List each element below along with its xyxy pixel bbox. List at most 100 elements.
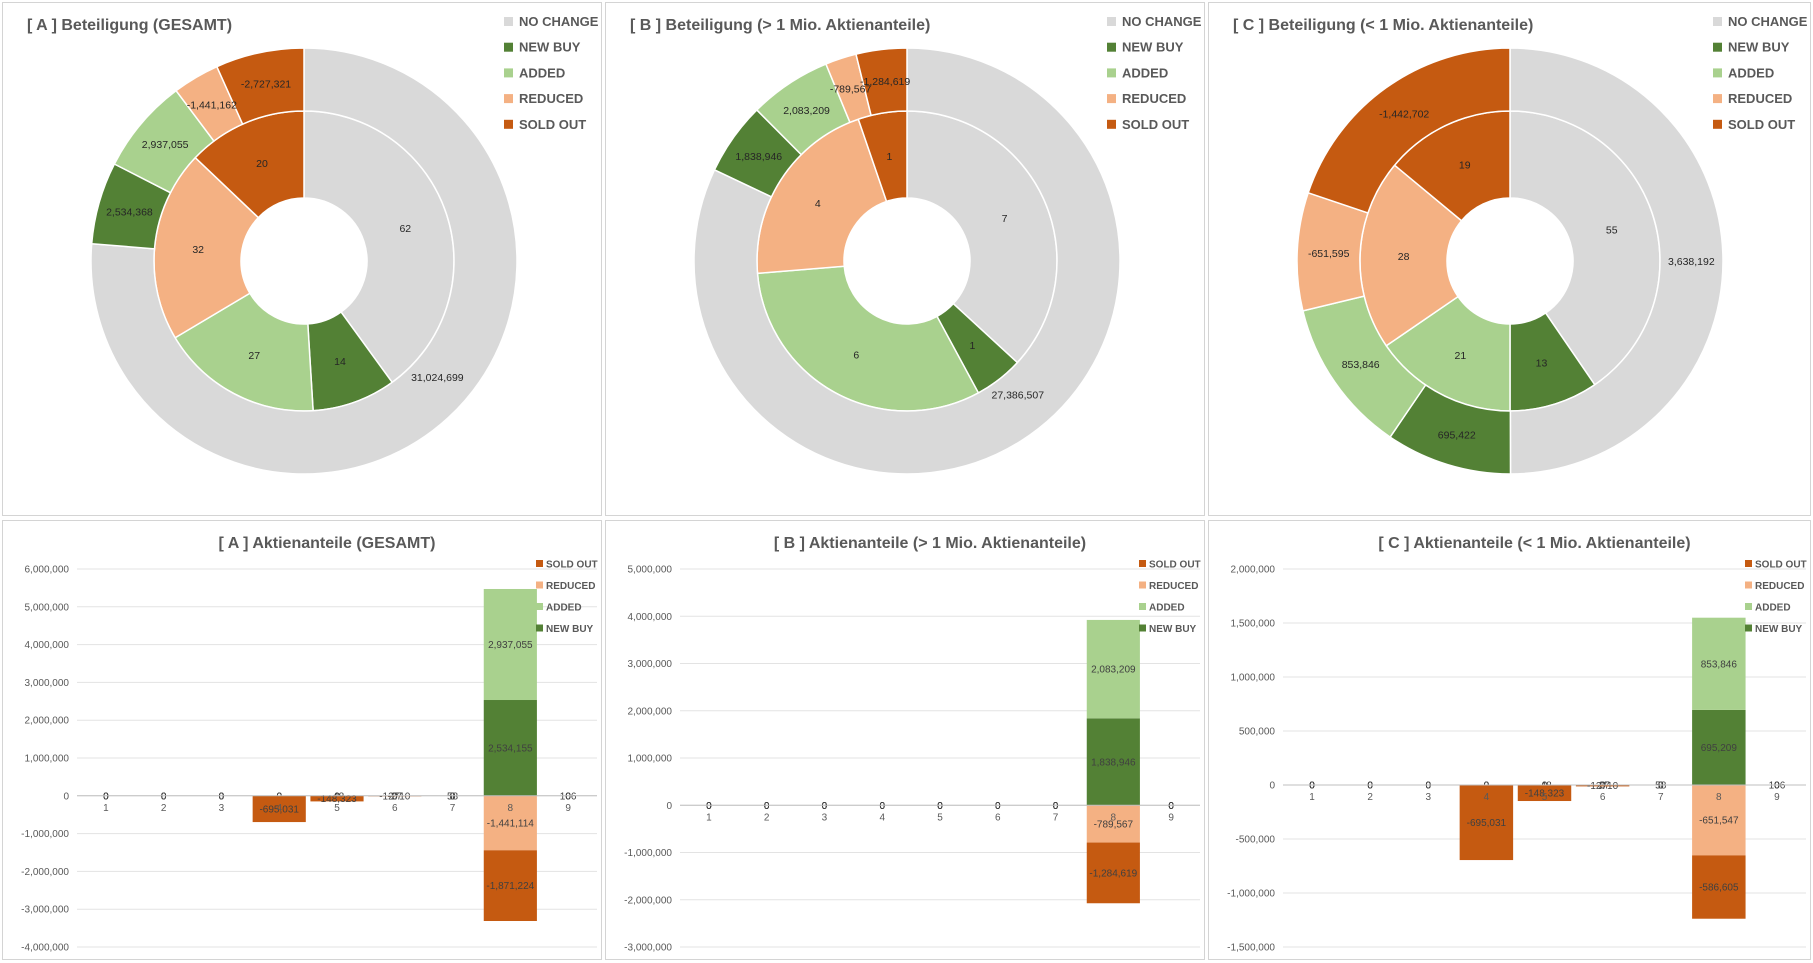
legend-swatch-new-buy bbox=[1713, 42, 1722, 52]
legend-label-new-buy: NEW BUY bbox=[1755, 624, 1803, 635]
x-tick-label: 8 bbox=[1716, 792, 1722, 803]
data-label-sold-out-6: 0 bbox=[995, 801, 1001, 812]
legend-label-sold-out: SOLD OUT bbox=[1149, 560, 1201, 571]
y-tick-label: -1,000,000 bbox=[21, 829, 69, 840]
data-label-sold-out-2: 0 bbox=[764, 801, 770, 812]
x-tick-label: 9 bbox=[1168, 812, 1174, 823]
legend-label-sold-out: SOLD OUT bbox=[1122, 117, 1189, 132]
y-tick-label: 2,000,000 bbox=[25, 716, 70, 727]
data-label-new-buy-3: 0 bbox=[219, 791, 225, 802]
x-tick-label: 2 bbox=[764, 812, 770, 823]
bar-chart-b: [ B ] Aktienanteile (> 1 Mio. Aktienante… bbox=[605, 520, 1205, 960]
inner-ring-label-sold-out: 19 bbox=[1459, 160, 1471, 172]
inner-ring-label-no-change: 55 bbox=[1606, 224, 1618, 236]
data-label-new-buy-2: 0 bbox=[1367, 781, 1373, 792]
data-label-sold-out-2: 0 bbox=[1367, 781, 1373, 792]
data-label-reduced-6: 0 bbox=[995, 801, 1001, 812]
data-label-added-2: 0 bbox=[764, 801, 770, 812]
data-label-new-buy-3: 0 bbox=[822, 801, 828, 812]
x-tick-label: 2 bbox=[161, 803, 167, 814]
bar-chart-c: [ C ] Aktienanteile (< 1 Mio. Aktienante… bbox=[1208, 520, 1811, 960]
x-tick-label: 9 bbox=[1774, 792, 1780, 803]
data-label-new-buy-9: 0 bbox=[1168, 801, 1174, 812]
legend-label-sold-out: SOLD OUT bbox=[1755, 560, 1807, 571]
y-tick-label: 3,000,000 bbox=[628, 659, 673, 670]
data-label-reduced-1: 0 bbox=[1309, 781, 1315, 792]
legend-swatch-sold-out bbox=[1745, 560, 1752, 567]
legend-swatch-new-buy bbox=[1745, 624, 1752, 632]
bar-added-8 bbox=[1086, 619, 1140, 719]
data-label-new-buy-1: 0 bbox=[706, 801, 712, 812]
data-label-new-buy-8: 2,534,155 bbox=[488, 743, 533, 754]
y-tick-label: -500,000 bbox=[1236, 835, 1276, 846]
inner-ring-label-new-buy: 1 bbox=[969, 340, 975, 352]
y-tick-label: 1,000,000 bbox=[628, 754, 673, 765]
y-tick-label: 4,000,000 bbox=[25, 640, 70, 651]
bar-sold-out-4 bbox=[1459, 785, 1514, 861]
data-label-sold-out-8: -586,605 bbox=[1699, 883, 1739, 894]
data-label-new-buy-2: 0 bbox=[764, 801, 770, 812]
bar-reduced-8 bbox=[1086, 805, 1140, 843]
legend-swatch-added bbox=[536, 603, 543, 610]
data-label-added-9: 0 bbox=[1774, 780, 1780, 791]
data-label-new-buy-8: 1,838,946 bbox=[1091, 757, 1136, 768]
legend-label-sold-out: SOLD OUT bbox=[1728, 117, 1795, 132]
legend-swatch-reduced bbox=[1139, 581, 1146, 589]
data-label-reduced-5: 0 bbox=[937, 801, 943, 812]
data-label-reduced-2: 0 bbox=[161, 791, 167, 802]
y-tick-label: 1,500,000 bbox=[1231, 619, 1276, 630]
data-label-sold-out-1: 0 bbox=[1309, 781, 1315, 792]
legend-label-new-buy: NEW BUY bbox=[546, 624, 594, 635]
data-label-sold-out-8: -1,871,224 bbox=[486, 881, 534, 892]
legend-label-added: ADDED bbox=[1755, 603, 1791, 614]
outer-ring-label-reduced: -789,567 bbox=[830, 83, 872, 95]
bar-sold-out-8 bbox=[1692, 855, 1746, 919]
y-tick-label: 4,000,000 bbox=[628, 612, 673, 623]
outer-ring-label-new-buy: 695,422 bbox=[1438, 430, 1476, 442]
outer-ring-label-sold-out: -1,442,702 bbox=[1379, 109, 1429, 121]
data-label-new-buy-8: 695,209 bbox=[1701, 743, 1738, 754]
y-tick-label: 3,000,000 bbox=[25, 678, 70, 689]
legend-swatch-new-buy bbox=[1139, 624, 1146, 632]
data-label-reduced-4: 0 bbox=[879, 801, 885, 812]
x-tick-label: 5 bbox=[1542, 792, 1548, 803]
x-tick-label: 4 bbox=[276, 803, 282, 814]
outer-ring-slice-sold-out bbox=[1307, 47, 1511, 214]
x-tick-label: 2 bbox=[1367, 792, 1373, 803]
y-tick-label: -1,000,000 bbox=[624, 848, 672, 859]
data-label-added-3: 0 bbox=[1425, 781, 1431, 792]
legend-swatch-reduced bbox=[536, 581, 543, 589]
y-tick-label: 500,000 bbox=[1239, 727, 1276, 738]
data-label-reduced-1: 0 bbox=[103, 791, 109, 802]
legend-swatch-reduced bbox=[1713, 94, 1722, 104]
chart-title: [ A ] Aktienanteile (GESAMT) bbox=[219, 535, 436, 552]
outer-ring-slice-sold-out bbox=[855, 47, 908, 117]
y-tick-label: -3,000,000 bbox=[21, 905, 69, 916]
x-tick-label: 4 bbox=[1484, 792, 1490, 803]
y-tick-label: -4,000,000 bbox=[21, 943, 69, 954]
bar-new-buy-8 bbox=[1086, 718, 1140, 806]
data-label-new-buy-9: 106 bbox=[1769, 780, 1786, 791]
legend-swatch-sold-out bbox=[1713, 119, 1722, 129]
legend-swatch-added bbox=[1745, 603, 1752, 610]
legend-swatch-no-change bbox=[1107, 17, 1116, 26]
bar-sold-out-4 bbox=[252, 795, 306, 823]
data-label-added-7: 0 bbox=[1053, 801, 1059, 812]
data-label-new-buy-7: 0 bbox=[1053, 801, 1059, 812]
legend-label-new-buy: NEW BUY bbox=[1122, 40, 1184, 55]
y-tick-label: -3,000,000 bbox=[624, 943, 672, 954]
data-label-sold-out-9: 0 bbox=[1168, 801, 1174, 812]
x-tick-label: 9 bbox=[565, 803, 571, 814]
legend-label-reduced: REDUCED bbox=[1755, 581, 1804, 592]
data-label-new-buy-6: 0 bbox=[995, 801, 1001, 812]
outer-ring-slice-no-change bbox=[90, 47, 518, 475]
x-tick-label: 1 bbox=[706, 812, 712, 823]
legend-label-added: ADDED bbox=[1149, 603, 1185, 614]
bar-sold-out-8 bbox=[1086, 842, 1140, 904]
data-label-new-buy-2: 0 bbox=[161, 791, 167, 802]
legend-swatch-no-change bbox=[1713, 17, 1722, 26]
x-tick-label: 5 bbox=[937, 812, 943, 823]
legend-label-sold-out: SOLD OUT bbox=[546, 560, 598, 571]
legend-swatch-reduced bbox=[504, 94, 513, 104]
bar-sold-out-8 bbox=[483, 850, 537, 922]
